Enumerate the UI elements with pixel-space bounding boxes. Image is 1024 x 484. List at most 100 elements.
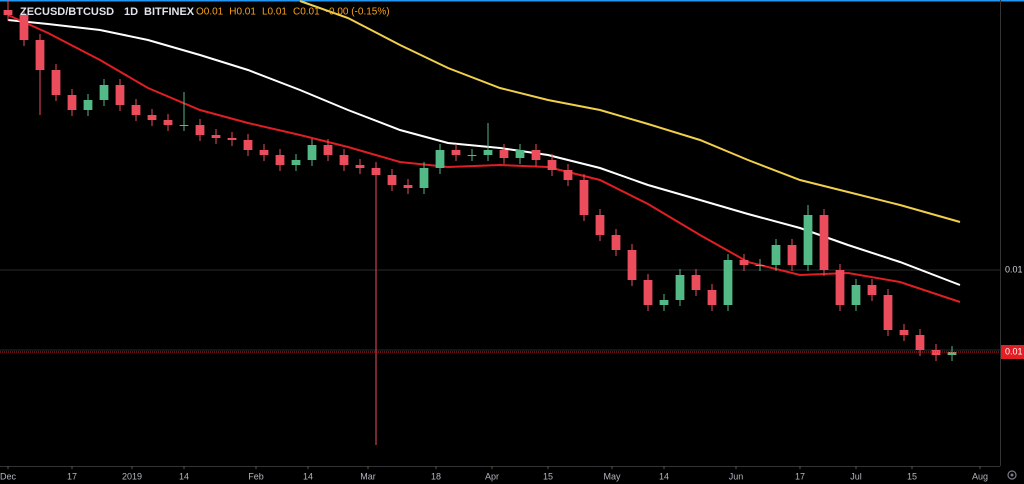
labels: 0.01 0.01 Dec 17 2019 14 Feb 14 Mar 18 Apr 15 May 14 J… <box>0 264 1024 481</box>
candle-body <box>307 145 317 160</box>
candle-body <box>403 185 413 188</box>
candle-body <box>515 150 525 158</box>
x-tick-label: 14 <box>659 471 669 481</box>
ohlc-value: C0.01 <box>293 7 320 18</box>
candle-body <box>259 150 269 155</box>
ohlc-value: O0.01 <box>196 7 224 18</box>
candle-body <box>243 140 253 150</box>
candle-body <box>275 155 285 165</box>
settings-icon[interactable] <box>1007 470 1017 480</box>
x-tick-label: 14 <box>303 471 313 481</box>
candle-body <box>563 170 573 180</box>
candle-body <box>899 330 909 335</box>
candle-body <box>819 215 829 270</box>
candle-body <box>547 160 557 170</box>
x-tick-label: Mar <box>360 471 376 481</box>
candle-body <box>147 115 157 120</box>
candle-body <box>771 245 781 265</box>
candle-body <box>531 150 541 160</box>
candle-body <box>499 150 509 158</box>
candle-body <box>643 280 653 305</box>
candle-body <box>19 15 29 40</box>
candle-body <box>291 160 301 165</box>
x-tick-label: 17 <box>795 471 805 481</box>
x-tick-label: Jun <box>729 471 744 481</box>
candle-body <box>131 105 141 115</box>
ohlc-value: L0.01 <box>262 7 287 18</box>
price-label: 0.01 <box>1005 346 1023 356</box>
candle-body <box>723 260 733 305</box>
candle-body <box>339 155 349 165</box>
candle-body <box>227 138 237 140</box>
x-tick-label: Aug <box>972 471 988 481</box>
candle-body <box>611 235 621 250</box>
grid <box>0 269 1000 351</box>
candle-body <box>99 85 109 100</box>
candle-body <box>835 270 845 305</box>
candle-body <box>915 335 925 350</box>
x-tick-label: 2019 <box>122 471 142 481</box>
candle-body <box>355 165 365 168</box>
interval: 1D <box>124 6 138 18</box>
candle-body <box>675 275 685 300</box>
candle-body <box>435 150 445 168</box>
candle-body <box>115 85 125 105</box>
x-tick-label: 15 <box>907 471 917 481</box>
candle-body <box>659 300 669 305</box>
candle-body <box>195 125 205 135</box>
candle-body <box>387 175 397 185</box>
candle-body <box>707 290 717 305</box>
candle-body <box>867 285 877 295</box>
candle-body <box>67 95 77 110</box>
price-label-bg <box>1001 345 1024 359</box>
symbol-title: ZECUSD/BTCUSD <box>20 6 114 18</box>
candle-body <box>595 215 605 235</box>
gear-center[interactable] <box>1010 473 1014 477</box>
exchange: BITFINEX <box>144 6 195 18</box>
x-tick-label: 17 <box>67 471 77 481</box>
ohlc-legend: O0.01 H0.01 L0.01 C0.01 -0.00 (-0.15%) <box>196 7 390 18</box>
candle-body <box>179 125 189 126</box>
x-tick-label: 14 <box>179 471 189 481</box>
candle-body <box>947 352 957 355</box>
moving-average-line <box>7 14 961 303</box>
gear[interactable] <box>1007 470 1017 480</box>
y-tick-label: 0.01 <box>1005 264 1023 274</box>
candle-body <box>483 150 493 155</box>
candle-body <box>755 265 765 266</box>
candle-body <box>787 245 797 265</box>
x-tick-label: Apr <box>485 471 499 481</box>
x-tick-label: Jul <box>850 471 862 481</box>
candle-body <box>83 100 93 110</box>
candle-body <box>883 295 893 330</box>
candle-body <box>35 40 45 70</box>
x-tick-label: 15 <box>543 471 553 481</box>
moving-average-line <box>7 19 961 286</box>
candle-body <box>3 10 13 15</box>
candle-body <box>163 120 173 125</box>
candle-body <box>739 260 749 265</box>
candle-body <box>467 155 477 156</box>
candle-body <box>419 168 429 188</box>
candle-body <box>851 285 861 305</box>
ohlc-value: H0.01 <box>229 7 256 18</box>
x-tick-label: Feb <box>248 471 264 481</box>
ohlc-value: -0.00 (-0.15%) <box>326 7 390 18</box>
candle-body <box>803 215 813 265</box>
candle-body <box>371 168 381 175</box>
candle-body <box>51 70 61 95</box>
candle-body <box>691 275 701 290</box>
marks <box>0 0 1000 445</box>
candle-body <box>579 180 589 215</box>
x-tick-label: May <box>603 471 621 481</box>
x-tick-label: 18 <box>431 471 441 481</box>
candle-body <box>627 250 637 280</box>
candle-body <box>451 150 461 155</box>
candle-body <box>211 135 221 138</box>
moving-average-line <box>299 0 961 223</box>
candle-body <box>323 145 333 155</box>
x-tick-label: Dec <box>0 471 16 481</box>
